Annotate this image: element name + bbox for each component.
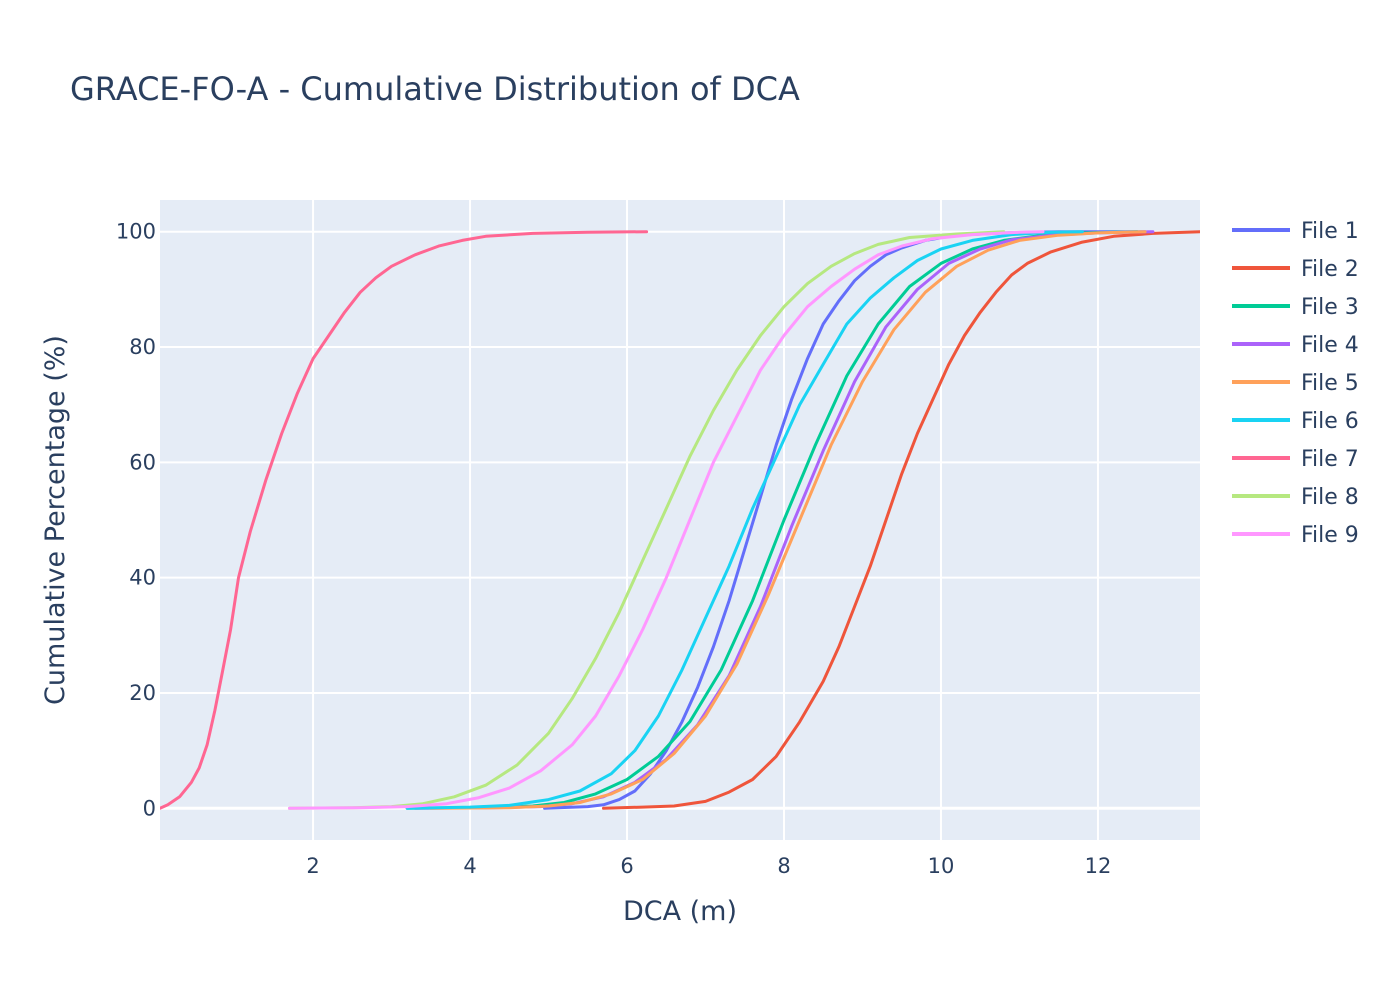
legend-label: File 8 xyxy=(1301,485,1359,510)
y-tick-label: 80 xyxy=(129,335,156,359)
legend-item-file-3[interactable]: File 3 xyxy=(1232,295,1359,320)
x-tick-label: 10 xyxy=(928,854,955,878)
x-tick-labels: 2 4 6 8 10 12 xyxy=(306,854,1111,878)
legend-item-file-1[interactable]: File 1 xyxy=(1232,219,1359,244)
y-tick-label: 100 xyxy=(116,220,156,244)
series-line-file-9 xyxy=(288,230,1045,810)
x-axis-title: DCA (m) xyxy=(623,896,737,927)
legend: File 1 File 2 File 3 File 4 File 5 File 6 File… xyxy=(1232,219,1359,548)
legend-label: File 9 xyxy=(1301,523,1359,548)
legend-label: File 1 xyxy=(1301,219,1359,244)
legend-item-file-9[interactable]: File 9 xyxy=(1232,523,1359,548)
y-tick-label: 0 xyxy=(143,796,156,820)
series-line-file-6 xyxy=(405,230,1084,810)
legend-item-file-6[interactable]: File 6 xyxy=(1232,409,1359,434)
legend-label: File 2 xyxy=(1301,257,1359,282)
x-tick-label: 4 xyxy=(463,854,476,878)
x-tick-label: 8 xyxy=(777,854,790,878)
series-line-file-3 xyxy=(405,230,1139,810)
y-tick-label: 40 xyxy=(129,566,156,590)
legend-item-file-5[interactable]: File 5 xyxy=(1232,371,1359,396)
series-line-file-7 xyxy=(160,230,649,810)
y-tick-label: 20 xyxy=(129,681,156,705)
x-tick-label: 12 xyxy=(1085,854,1112,878)
x-tick-label: 6 xyxy=(620,854,633,878)
legend-item-file-4[interactable]: File 4 xyxy=(1232,333,1359,358)
y-tick-label: 60 xyxy=(129,450,156,474)
legend-label: File 6 xyxy=(1301,409,1359,434)
x-tick-label: 2 xyxy=(306,854,319,878)
chart-title: GRACE-FO-A - Cumulative Distribution of … xyxy=(70,70,800,108)
y-tick-labels: 0 20 40 60 80 100 xyxy=(116,220,156,821)
legend-label: File 5 xyxy=(1301,371,1359,396)
y-axis-title: Cumulative Percentage (%) xyxy=(40,335,71,705)
series-lines xyxy=(160,230,1200,810)
legend-label: File 3 xyxy=(1301,295,1359,320)
series-line-file-8 xyxy=(288,230,1006,810)
legend-item-file-8[interactable]: File 8 xyxy=(1232,485,1359,510)
legend-item-file-2[interactable]: File 2 xyxy=(1232,257,1359,282)
legend-label: File 4 xyxy=(1301,333,1359,358)
legend-label: File 7 xyxy=(1301,447,1359,472)
legend-item-file-7[interactable]: File 7 xyxy=(1232,447,1359,472)
series-line-file-2 xyxy=(602,230,1200,810)
series-line-file-5 xyxy=(429,230,1147,810)
